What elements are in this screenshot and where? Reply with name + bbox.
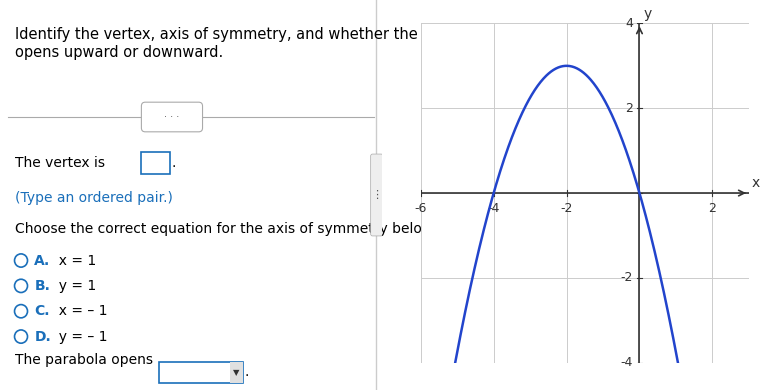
Text: x: x: [752, 176, 760, 190]
Text: 4: 4: [625, 17, 633, 30]
Text: A.: A.: [35, 254, 51, 268]
Text: -2: -2: [621, 271, 633, 284]
FancyBboxPatch shape: [158, 362, 242, 383]
Text: y = – 1: y = – 1: [49, 330, 107, 344]
Text: Choose the correct equation for the axis of symmetry below.: Choose the correct equation for the axis…: [15, 222, 437, 236]
Text: y = 1: y = 1: [49, 279, 96, 293]
Text: -4: -4: [621, 356, 633, 369]
Text: -2: -2: [560, 202, 573, 215]
Text: 2: 2: [625, 102, 633, 115]
Text: ⋮: ⋮: [371, 190, 382, 200]
Text: The parabola opens: The parabola opens: [15, 353, 154, 367]
FancyBboxPatch shape: [141, 152, 170, 174]
Text: B.: B.: [35, 279, 50, 293]
Text: Identify the vertex, axis of symmetry, and whether the parabola
opens upward or : Identify the vertex, axis of symmetry, a…: [15, 27, 487, 60]
Text: C.: C.: [35, 304, 50, 318]
Text: -6: -6: [415, 202, 427, 215]
Text: x = – 1: x = – 1: [49, 304, 107, 318]
Text: ▼: ▼: [233, 368, 239, 377]
Text: x = 1: x = 1: [49, 254, 96, 268]
Text: .: .: [245, 365, 249, 379]
Text: .: .: [172, 156, 176, 170]
FancyBboxPatch shape: [141, 102, 202, 132]
Text: · · ·: · · ·: [164, 112, 180, 122]
Text: -4: -4: [487, 202, 499, 215]
FancyBboxPatch shape: [230, 362, 242, 383]
Text: D.: D.: [35, 330, 51, 344]
Text: The vertex is: The vertex is: [15, 156, 105, 170]
Text: (Type an ordered pair.): (Type an ordered pair.): [15, 191, 173, 205]
FancyBboxPatch shape: [371, 154, 383, 236]
Text: y: y: [644, 7, 652, 21]
Text: 2: 2: [709, 202, 716, 215]
